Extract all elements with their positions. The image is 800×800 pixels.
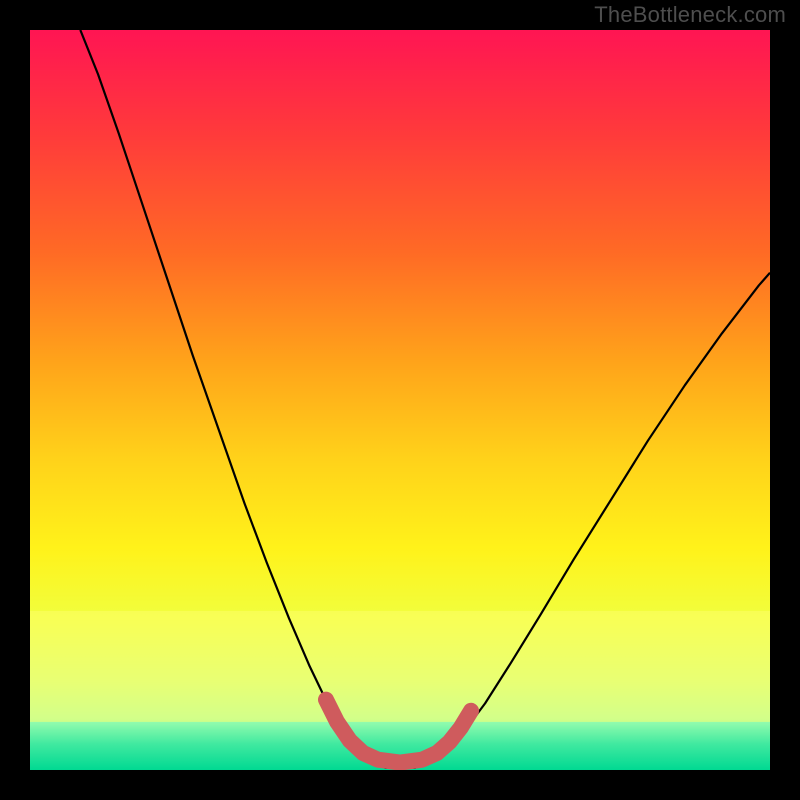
yellow-band: [30, 611, 770, 722]
plot-area: [30, 30, 770, 770]
plot-svg: [30, 30, 770, 770]
outer-frame: TheBottleneck.com: [0, 0, 800, 800]
watermark-text: TheBottleneck.com: [594, 2, 786, 28]
